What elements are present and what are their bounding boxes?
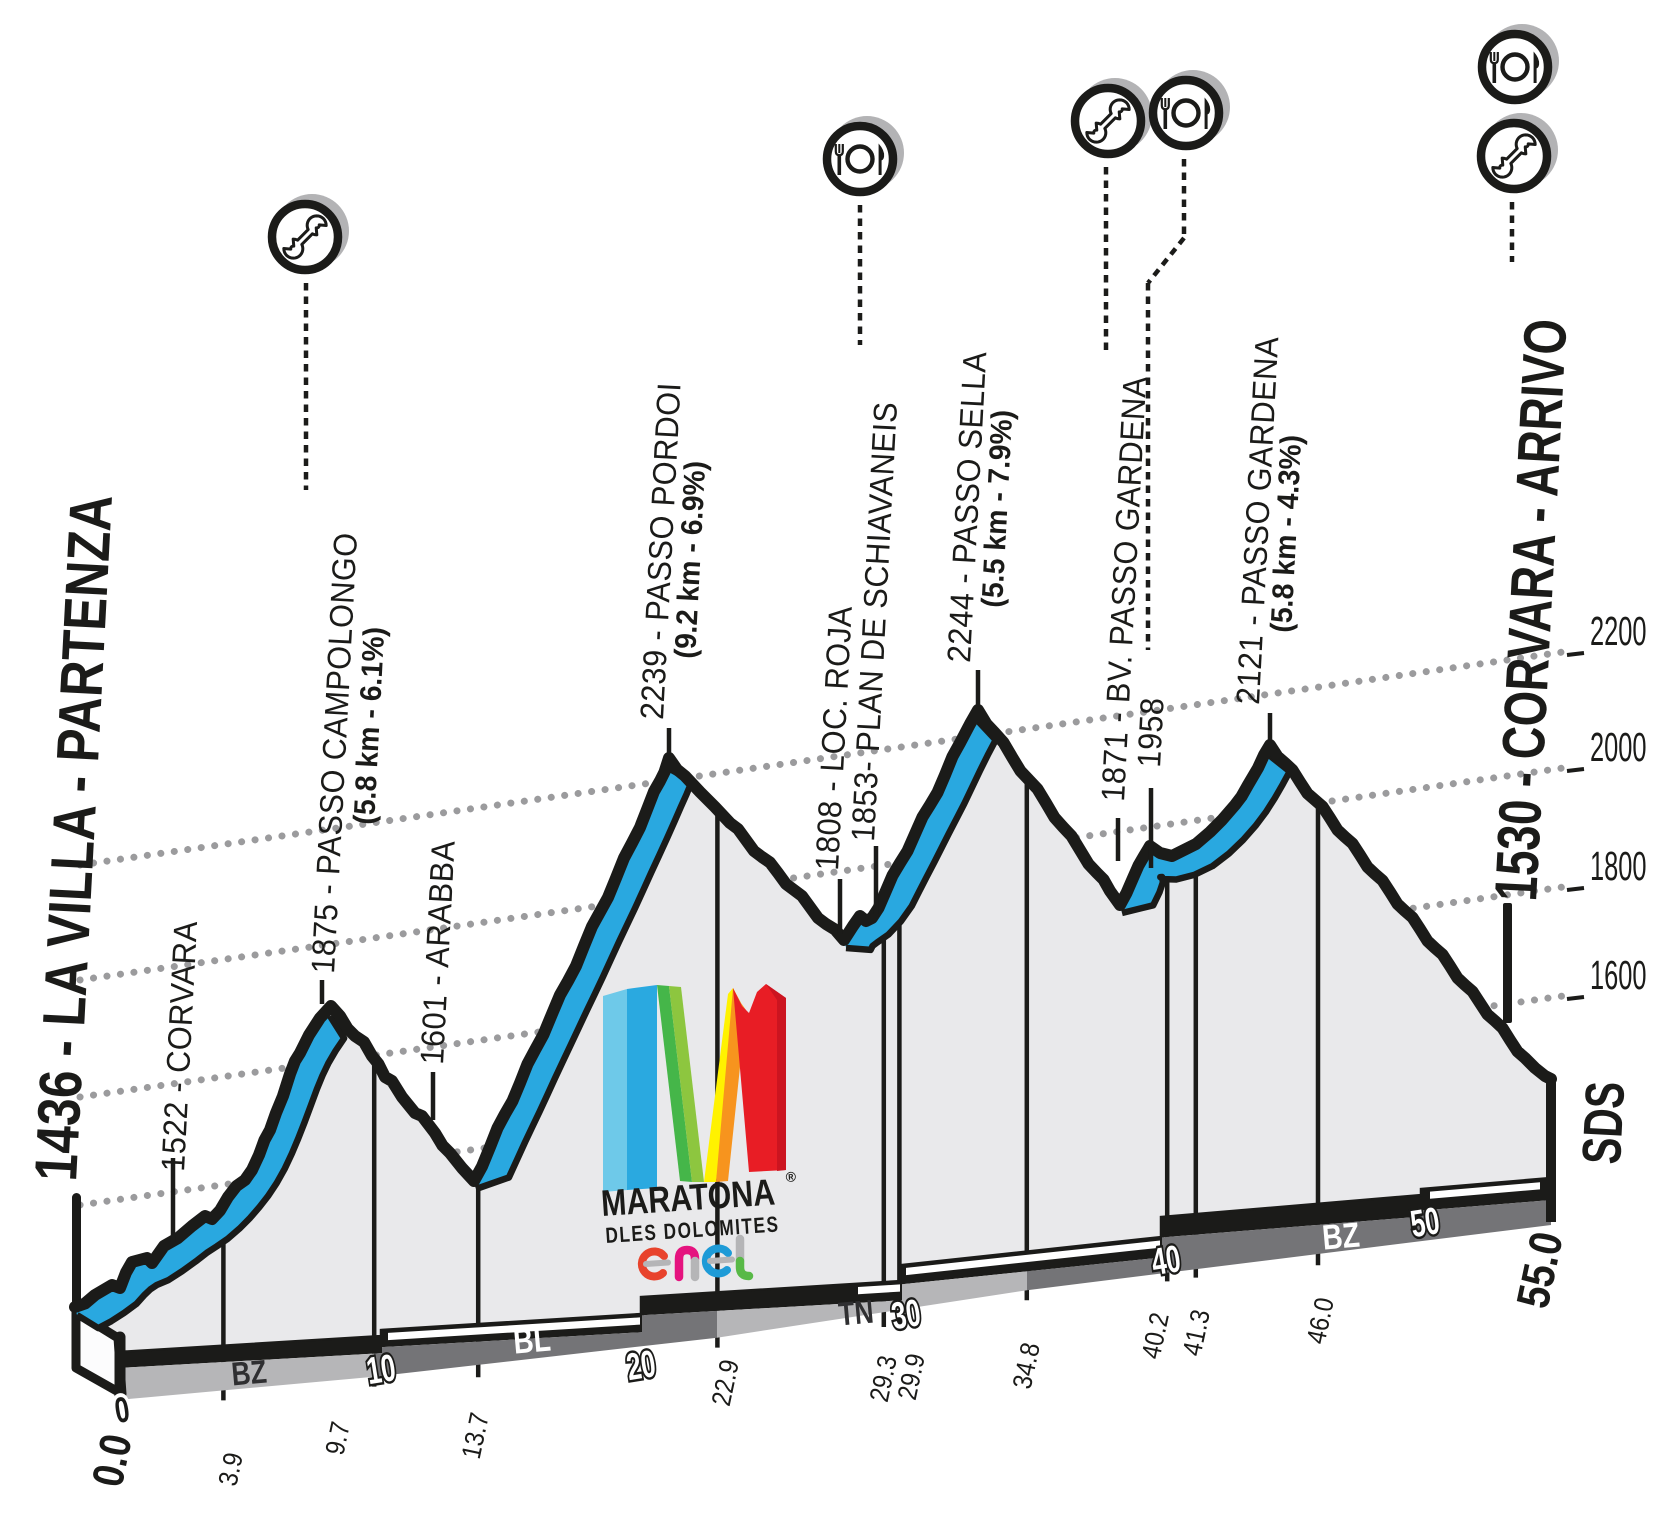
svg-text:1800: 1800 xyxy=(1590,844,1647,890)
svg-text:0.0: 0.0 xyxy=(82,1430,141,1491)
svg-text:BL: BL xyxy=(512,1318,553,1361)
svg-text:SDS: SDS xyxy=(1571,1080,1637,1166)
svg-text:TN: TN xyxy=(837,1294,875,1333)
svg-text:2200: 2200 xyxy=(1590,609,1647,655)
svg-text:3.9: 3.9 xyxy=(213,1450,249,1488)
svg-text:1600: 1600 xyxy=(1590,953,1647,999)
svg-text:®: ® xyxy=(785,1168,797,1185)
svg-text:BZ: BZ xyxy=(230,1354,268,1393)
svg-text:9.7: 9.7 xyxy=(320,1419,356,1457)
svg-text:1958: 1958 xyxy=(1130,696,1171,768)
svg-text:2000: 2000 xyxy=(1590,725,1647,771)
svg-text:BZ: BZ xyxy=(1321,1214,1362,1257)
svg-text:30: 30 xyxy=(889,1291,924,1337)
